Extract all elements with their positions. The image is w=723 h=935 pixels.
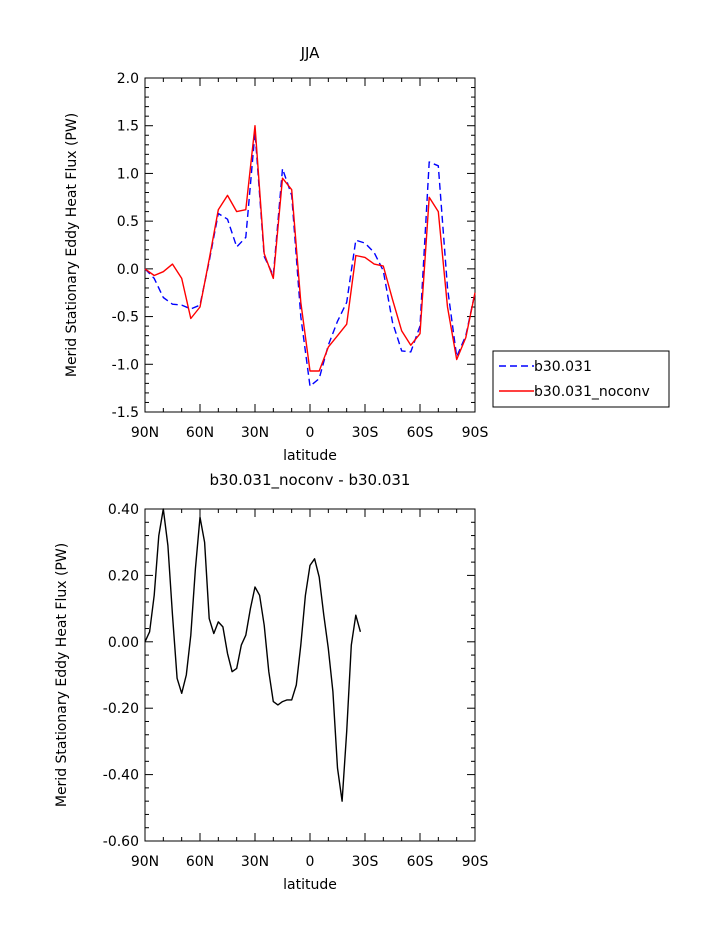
y-tick-label: -1.5 [112,405,139,421]
x-tick-label: 30N [241,854,269,870]
x-tick-label: 0 [306,425,315,441]
y-tick-label: -1.0 [112,357,139,373]
y-tick-label: -0.60 [103,834,139,850]
chart-title: JJA [300,44,321,62]
x-tick-label: 30S [352,425,379,441]
y-tick-label: 0.5 [117,214,139,230]
y-tick-label: 2.0 [117,71,139,87]
legend: b30.031 b30.031_noconv [492,350,670,408]
plot-frame [144,508,476,842]
y-tick-label: 0.40 [108,502,139,518]
x-tick-label: 30S [352,854,379,870]
chart-1: JJA 2.0 1.5 1.0 0.5 0.0 -0.5 -1.0 -1.5 90N 60N 30N 0… [64,44,670,464]
y-tick-label: 0.00 [108,635,139,651]
chart-2: b30.031_noconv - b30.031 0.40 0.20 0.00 -0.2… [54,471,488,893]
x-tick-label: 30N [241,425,269,441]
y-axis-label: Merid Stationary Eddy Heat Flux (PW) [54,543,70,807]
y-tick-label: 0.20 [108,568,139,584]
legend-frame [492,350,670,408]
y-tick-label: -0.40 [103,768,139,784]
chart-title: b30.031_noconv - b30.031 [210,471,411,490]
x-tick-label: 90N [131,854,159,870]
x-tick-label: 0 [306,854,315,870]
x-axis-label: latitude [283,877,337,893]
y-tick-label: 0.0 [117,262,139,278]
x-tick-label: 60N [186,425,214,441]
x-tick-label: 60S [407,425,434,441]
x-tick-label: 60N [186,854,214,870]
x-tick-label: 90S [462,425,489,441]
y-tick-label: -0.20 [103,701,139,717]
legend-label: b30.031_noconv [534,384,650,400]
series-line-difference [144,508,362,802]
x-tick-label: 90S [462,854,489,870]
y-tick-label: 1.5 [117,119,139,135]
x-tick-label: 90N [131,425,159,441]
y-tick-label: 1.0 [117,166,139,182]
legend-label: b30.031 [534,359,592,375]
x-tick-label: 60S [407,854,434,870]
y-axis-label: Merid Stationary Eddy Heat Flux (PW) [64,113,80,377]
y-tick-label: -0.5 [112,310,139,326]
series-line-b30-031-noconv [144,124,476,372]
x-axis-label: latitude [283,448,337,464]
